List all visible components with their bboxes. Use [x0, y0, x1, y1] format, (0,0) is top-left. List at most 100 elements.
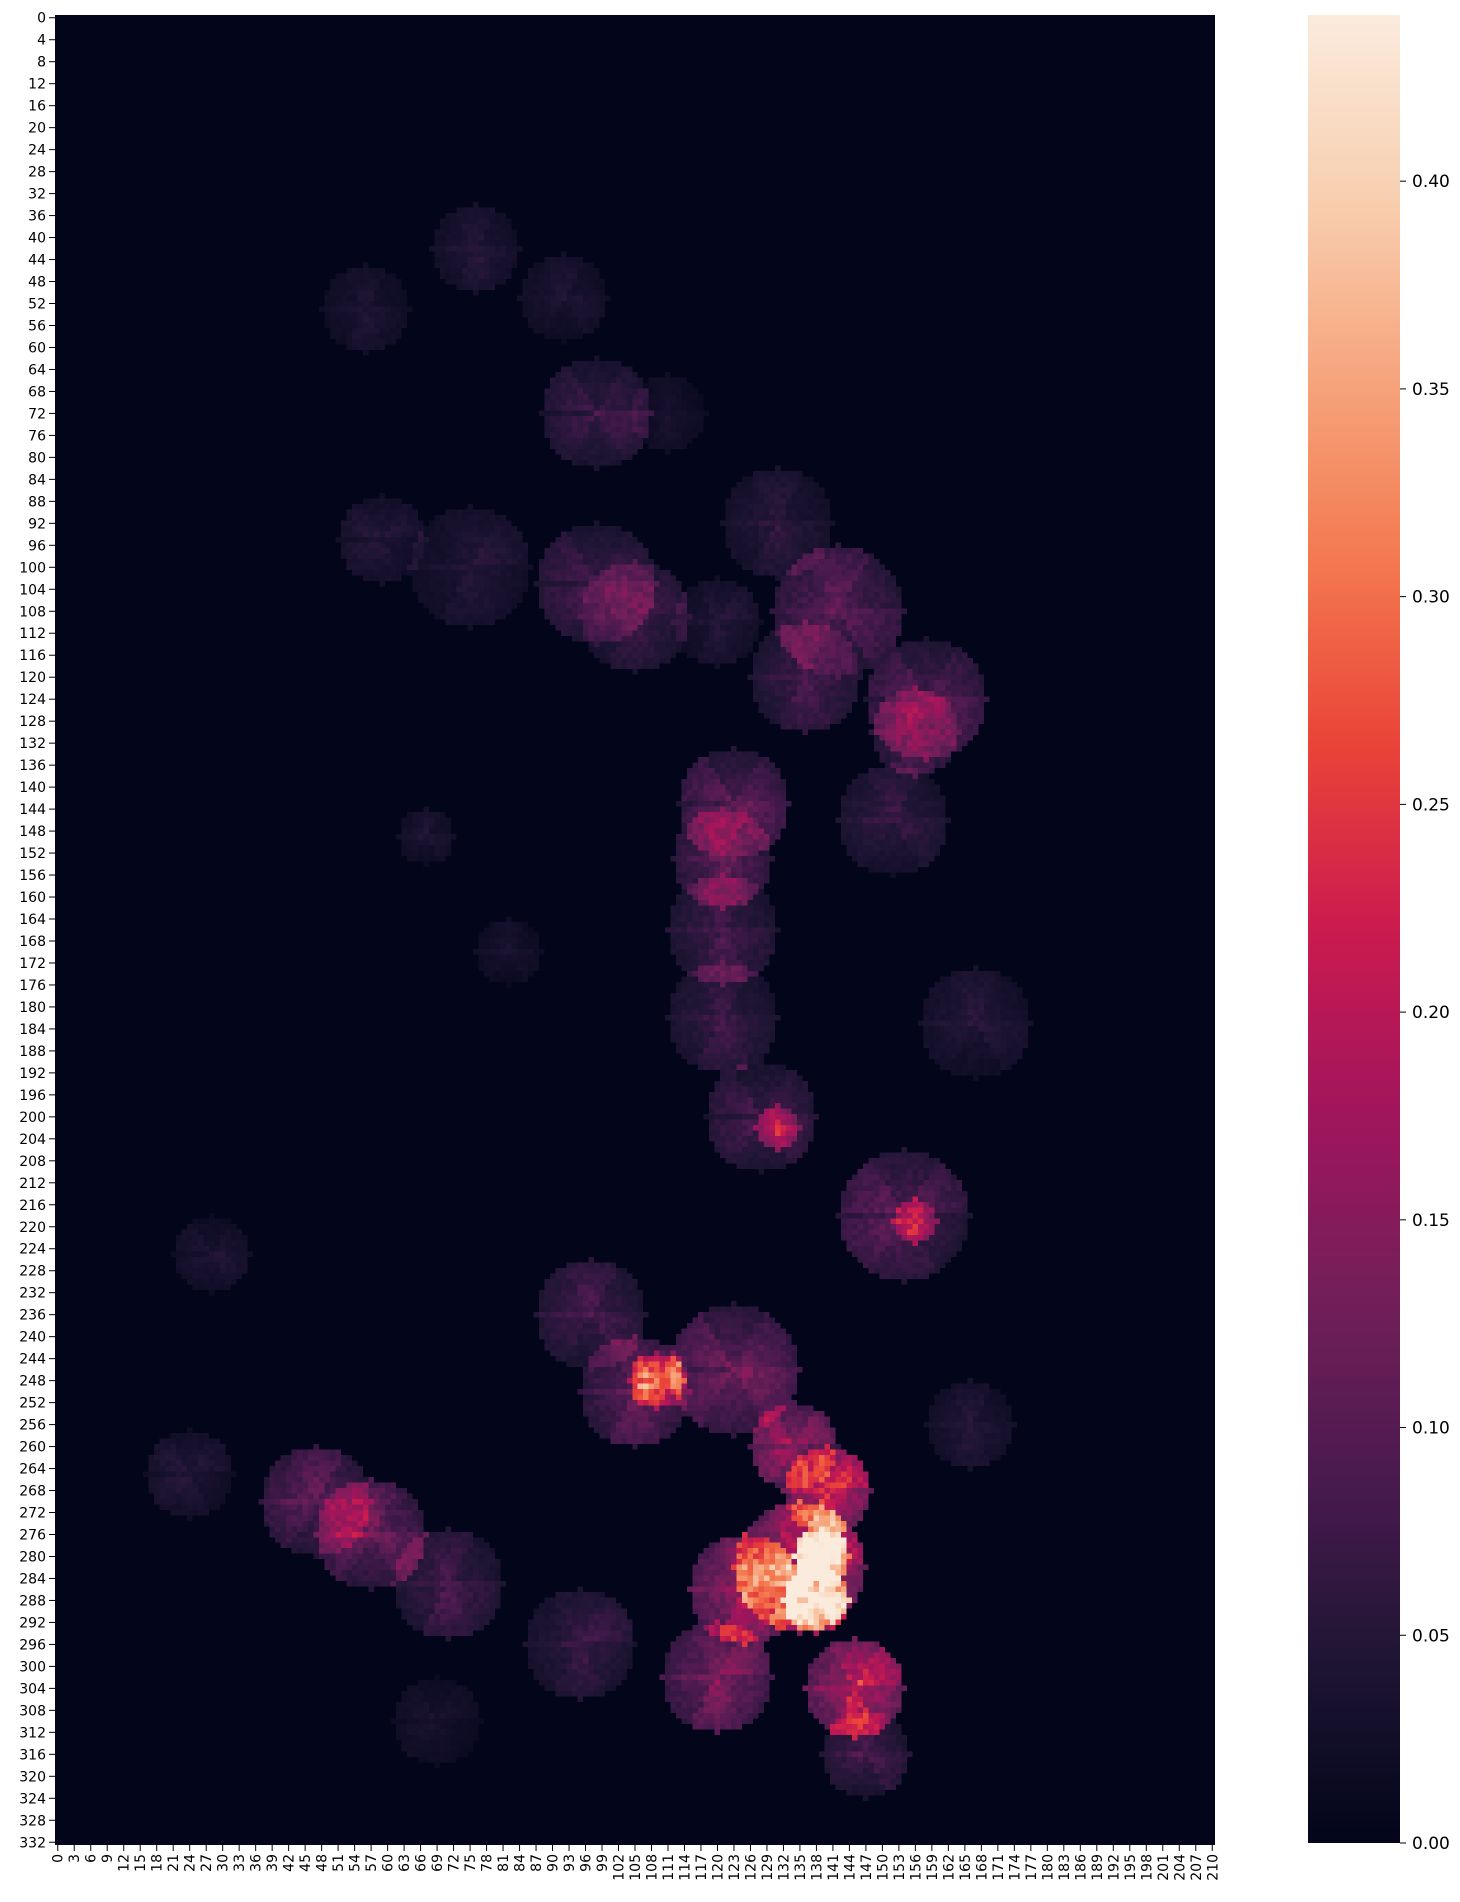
x-tick-label: 81	[496, 1854, 512, 1872]
y-tick-label: 176	[19, 978, 46, 994]
y-tick-label: 168	[19, 934, 46, 950]
y-tick-label: 140	[19, 780, 46, 796]
x-tick-label: 33	[232, 1854, 248, 1872]
y-tick-label: 188	[19, 1044, 46, 1060]
x-tick-label: 111	[661, 1854, 677, 1881]
y-tick-label: 332	[19, 1835, 46, 1851]
y-tick-label: 228	[19, 1264, 46, 1280]
y-tick-label: 16	[28, 99, 46, 115]
y-tick-label: 172	[19, 956, 46, 972]
y-tick-label: 216	[19, 1198, 46, 1214]
x-tick-label: 135	[793, 1854, 809, 1881]
y-tick-label: 136	[19, 758, 46, 774]
y-tick-label: 80	[28, 450, 46, 466]
x-tick-label: 138	[809, 1854, 825, 1881]
y-tick-label: 200	[19, 1110, 46, 1126]
x-tick-label: 6	[84, 1854, 100, 1863]
x-tick-label: 165	[958, 1854, 974, 1881]
x-tick-label: 168	[974, 1854, 990, 1881]
y-tick-label: 52	[28, 297, 46, 313]
colorbar-tick-label: 0.15	[1412, 1211, 1450, 1231]
y-tick-label: 112	[19, 626, 46, 642]
x-axis: 0 3 6 9 12 15 18 21 24 27 30 33 36 39 42 45 48 51 54 57 60 63…	[51, 1845, 1221, 1881]
x-tick-label: 189	[1090, 1854, 1106, 1881]
x-tick-label: 102	[612, 1854, 628, 1881]
y-tick-label: 184	[19, 1022, 46, 1038]
y-tick-label: 156	[19, 868, 46, 884]
x-tick-label: 210	[1205, 1854, 1221, 1881]
x-tick-label: 84	[513, 1854, 529, 1872]
y-tick-label: 272	[19, 1506, 46, 1522]
colorbar-tick-label: 0.35	[1412, 380, 1450, 400]
y-tick-label: 104	[19, 582, 46, 598]
y-tick-label: 312	[19, 1725, 46, 1741]
colorbar-tick-label: 0.10	[1412, 1419, 1450, 1439]
x-tick-label: 69	[430, 1854, 446, 1872]
x-tick-label: 177	[1024, 1854, 1040, 1881]
x-tick-label: 207	[1189, 1854, 1205, 1881]
colorbar-tick-label: 0.30	[1412, 588, 1450, 608]
x-tick-label: 99	[595, 1854, 611, 1872]
x-tick-label: 183	[1057, 1854, 1073, 1881]
y-tick-label: 4	[37, 33, 46, 49]
colorbar-tick-label: 0.00	[1412, 1834, 1450, 1854]
x-tick-label: 57	[364, 1854, 380, 1872]
x-tick-label: 87	[529, 1854, 545, 1872]
y-tick-label: 240	[19, 1330, 46, 1346]
y-tick-label: 296	[19, 1637, 46, 1653]
x-tick-label: 18	[150, 1854, 166, 1872]
y-tick-label: 8	[37, 55, 46, 71]
y-tick-label: 24	[28, 143, 46, 159]
heatmap-cells	[55, 15, 1215, 1845]
x-tick-label: 141	[826, 1854, 842, 1881]
x-tick-label: 54	[348, 1854, 364, 1872]
y-tick-label: 64	[28, 362, 46, 378]
y-tick-label: 300	[19, 1659, 46, 1675]
y-tick-label: 248	[19, 1374, 46, 1390]
y-tick-label: 204	[19, 1132, 46, 1148]
y-tick-label: 40	[28, 231, 46, 247]
colorbar-gradient	[1308, 15, 1400, 1843]
y-tick-label: 124	[19, 692, 46, 708]
x-tick-label: 48	[315, 1854, 331, 1872]
y-tick-label: 304	[19, 1681, 46, 1697]
x-tick-label: 36	[249, 1854, 265, 1872]
x-tick-label: 174	[1007, 1854, 1023, 1881]
y-tick-label: 32	[28, 187, 46, 203]
y-tick-label: 192	[19, 1066, 46, 1082]
x-tick-label: 132	[776, 1854, 792, 1881]
y-tick-label: 252	[19, 1396, 46, 1412]
x-tick-label: 117	[694, 1854, 710, 1881]
x-tick-label: 27	[199, 1854, 215, 1872]
y-tick-label: 92	[28, 516, 46, 532]
y-tick-label: 120	[19, 670, 46, 686]
x-tick-label: 93	[562, 1854, 578, 1872]
x-tick-label: 78	[480, 1854, 496, 1872]
y-tick-label: 260	[19, 1440, 46, 1456]
y-tick-label: 56	[28, 318, 46, 334]
y-tick-label: 84	[28, 472, 46, 488]
y-tick-label: 144	[19, 802, 46, 818]
y-tick-label: 224	[19, 1242, 46, 1258]
y-tick-label: 280	[19, 1549, 46, 1565]
x-tick-label: 105	[628, 1854, 644, 1881]
x-tick-label: 66	[414, 1854, 430, 1872]
x-tick-label: 162	[941, 1854, 957, 1881]
y-tick-label: 20	[28, 121, 46, 137]
y-tick-label: 276	[19, 1528, 46, 1544]
y-tick-label: 116	[19, 648, 46, 664]
y-tick-label: 256	[19, 1418, 46, 1434]
y-tick-label: 288	[19, 1593, 46, 1609]
y-tick-label: 292	[19, 1615, 46, 1631]
y-tick-label: 328	[19, 1813, 46, 1829]
x-tick-label: 9	[100, 1854, 116, 1863]
x-tick-label: 126	[743, 1854, 759, 1881]
x-tick-label: 204	[1172, 1854, 1188, 1881]
y-tick-label: 132	[19, 736, 46, 752]
x-tick-label: 72	[447, 1854, 463, 1872]
x-tick-label: 159	[925, 1854, 941, 1881]
y-tick-label: 316	[19, 1747, 46, 1763]
colorbar-tick-label: 0.20	[1412, 1003, 1450, 1023]
y-tick-label: 232	[19, 1286, 46, 1302]
